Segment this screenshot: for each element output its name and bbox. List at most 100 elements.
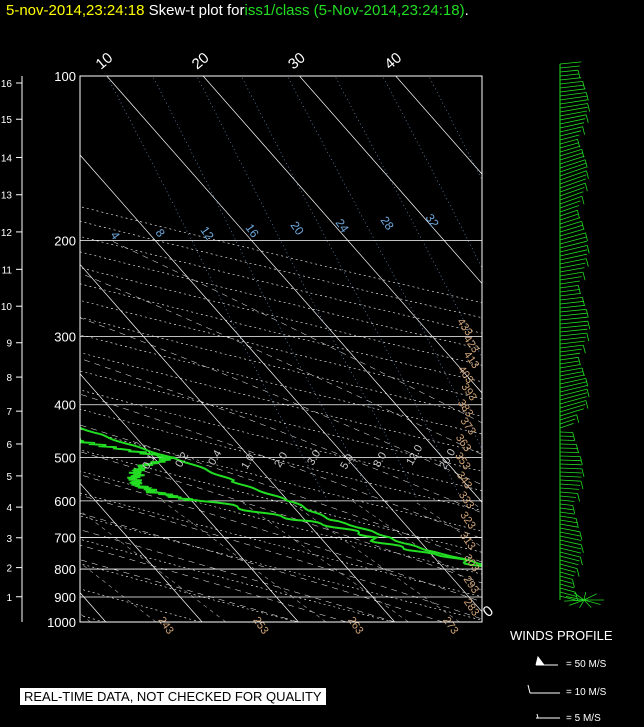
wind-barb: [559, 145, 581, 153]
moist-adiabat-line: [80, 474, 482, 603]
moist-adiabat-line: [80, 424, 482, 563]
wind-barb: [559, 162, 587, 173]
wind-barb: [559, 388, 588, 397]
wind-barb: [559, 479, 582, 482]
wind-barb: [559, 95, 588, 101]
wind-barb-feather: [572, 579, 575, 588]
wind-barb: [583, 599, 592, 608]
vapor-pressure-line: [334, 76, 482, 359]
wind-barb: [559, 443, 577, 445]
wind-barb: [559, 535, 582, 541]
dry-adiabat-line: [80, 300, 482, 400]
temperature-tick-label: 40: [381, 49, 405, 73]
wind-barb-feather: [585, 114, 589, 123]
wind-barb: [559, 467, 583, 470]
moist-adiabat-line: [80, 358, 482, 514]
pressure-tick-label: 200: [54, 233, 76, 248]
dry-adiabat-line: [80, 408, 482, 511]
moist-adiabat-line: [80, 512, 443, 622]
vapor-pressure-line: [196, 76, 419, 502]
wind-barb: [559, 73, 580, 77]
wind-barb: [559, 258, 587, 265]
wind-barb: [559, 431, 573, 433]
wind-barb: [559, 81, 583, 85]
wind-barb: [559, 503, 573, 506]
wind-barb: [559, 267, 585, 273]
pressure-tick-label: 500: [54, 451, 76, 466]
wind-barb: [559, 205, 580, 213]
mixing-ratio-label: 32: [423, 211, 442, 230]
wind-barb: [559, 491, 578, 494]
wind-barb: [583, 591, 587, 601]
wind-barb-feather: [572, 432, 576, 441]
height-tick-label: 10: [1, 302, 13, 313]
wind-barb: [559, 149, 582, 157]
wind-barb: [559, 88, 586, 93]
temperature-tick-label: 10: [92, 49, 116, 73]
wind-barb: [559, 280, 580, 285]
wind-barb: [559, 65, 580, 69]
wind-barb: [559, 159, 586, 169]
wind-barb: [559, 423, 574, 429]
wind-barb: [559, 187, 585, 197]
wind-barb: [559, 418, 576, 425]
wind-barb: [559, 316, 588, 321]
wind-barb: [559, 515, 577, 519]
dry-adiabat-line: [80, 317, 482, 417]
wind-barb: [559, 459, 582, 462]
wind-barb: [559, 271, 584, 277]
height-tick-label: 3: [6, 534, 12, 545]
mixing-ratio-label: 5.0: [338, 452, 356, 471]
wind-barb: [559, 340, 585, 345]
dry-adiabat-line: [80, 283, 482, 383]
pressure-tick-label: 900: [54, 590, 76, 605]
height-tick-label: 5: [6, 472, 12, 483]
wind-barb: [559, 182, 586, 193]
wind-barb-feather: [585, 92, 589, 101]
wind-barb: [559, 191, 584, 201]
wind-barb: [559, 103, 588, 109]
wind-barb: [559, 591, 578, 597]
height-tick-label: 14: [1, 153, 13, 164]
wind-barb: [559, 276, 582, 281]
mixing-ratio-label: 20: [288, 219, 307, 238]
dry-adiabat-line: [80, 588, 201, 622]
wind-barb: [559, 69, 579, 73]
wind-barb-feather: [581, 367, 585, 377]
wind-barb: [559, 130, 582, 137]
wind-barb: [559, 240, 587, 249]
wind-barb: [559, 543, 582, 550]
wind-barb: [559, 118, 586, 125]
wind-barb: [564, 599, 585, 602]
mixing-ratio-line: [80, 510, 227, 622]
chart-title: 5-nov-2014,23:24:18 Skew-t plot foriss1/…: [6, 2, 469, 19]
wind-barb: [559, 262, 586, 269]
wind-barb-feather: [585, 378, 589, 387]
wind-barb: [559, 381, 587, 389]
skew-t-grid: [80, 76, 482, 622]
wind-barb-feather: [579, 456, 583, 465]
wind-barb: [559, 236, 587, 245]
wind-barb-feather: [584, 183, 588, 192]
wind-barb: [559, 551, 581, 558]
wind-barb: [559, 507, 573, 511]
wind-legend-10: = 10 M/S: [566, 687, 607, 698]
wind-barb-feather: [585, 400, 589, 409]
wind-barb: [559, 77, 582, 81]
wind-barb-feather: [580, 557, 583, 566]
wind-barb: [559, 178, 587, 189]
wind-barb: [559, 285, 579, 289]
wind-barb: [559, 152, 584, 161]
wind-barb-feather: [586, 245, 590, 254]
wind-barb-feather: [576, 568, 580, 577]
wind-barb: [559, 332, 587, 337]
wind-barb: [559, 328, 588, 333]
moist-adiabat-line: [80, 317, 482, 486]
wind-barb: [559, 400, 587, 409]
wind-barb: [559, 519, 578, 524]
wind-barb-feather: [587, 321, 591, 330]
temperature-profile-line: [80, 426, 482, 566]
wind-barb: [559, 571, 575, 577]
wind-barb: [579, 599, 585, 608]
